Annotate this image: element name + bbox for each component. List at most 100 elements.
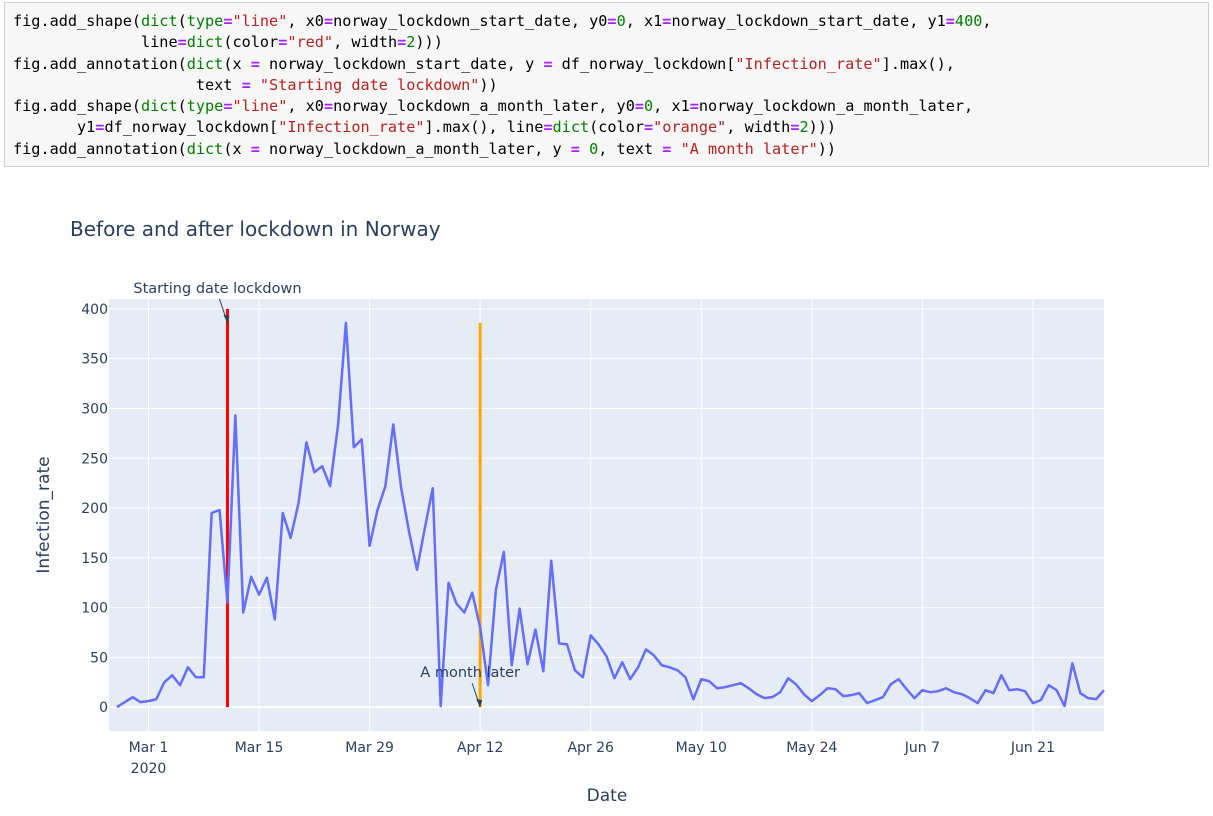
code-token: fig.add_shape(: [13, 97, 142, 116]
code-token: "Infection_rate": [278, 118, 425, 137]
code-token: =: [223, 12, 233, 30]
plotly-chart[interactable]: Before and after lockdown in Norway Star…: [0, 190, 1213, 812]
code-token: =: [177, 33, 187, 52]
code-token: norway_lockdown_a_month_later,: [698, 97, 974, 116]
code-token: , text: [598, 139, 663, 158]
code-token: fig.add_annotation(: [13, 139, 187, 158]
code-token: norway_lockdown_a_month_later, y0: [333, 97, 635, 116]
code-token: 2: [406, 33, 416, 52]
code-token: =: [945, 12, 955, 30]
code-token: , width: [333, 33, 398, 52]
code-token: (: [177, 12, 187, 30]
code-token: [580, 140, 589, 158]
code-token: =: [95, 118, 105, 137]
code-token: =: [689, 97, 699, 116]
code-token: =: [278, 33, 288, 52]
code-token: )): [817, 139, 837, 158]
code-token: line: [13, 33, 178, 52]
code-token: text: [13, 75, 242, 94]
code-token: df_norway_lockdown[: [552, 54, 736, 73]
code-token: dict: [186, 54, 224, 73]
code-token: , x0: [287, 12, 324, 30]
y-tick-label: 250: [81, 451, 108, 467]
code-token: fig.add_annotation(: [13, 54, 187, 73]
code-token: dict: [141, 97, 178, 116]
code-token: =: [250, 139, 260, 158]
code-token: 0: [616, 12, 626, 30]
code-token: fig.add_shape(: [13, 12, 142, 30]
x-tick-label: Jun 7: [904, 740, 940, 756]
code-token: ,: [982, 12, 992, 30]
code-token: type: [186, 97, 224, 116]
annotation-label: Starting date lockdown: [133, 281, 301, 297]
y-tick-label: 350: [81, 352, 108, 368]
code-token: 0: [644, 97, 654, 116]
code-token: =: [543, 54, 553, 73]
code-token: ].max(), line: [424, 118, 544, 137]
code-token: "line": [232, 97, 288, 116]
infection-rate-line: [116, 321, 1105, 709]
code-token: norway_lockdown_a_month_later, y: [259, 139, 571, 158]
y-tick-label: 200: [81, 501, 108, 517]
code-token: 0: [589, 139, 599, 158]
x-tick-label: Mar 1: [129, 740, 169, 756]
code-token: ))): [415, 33, 443, 52]
code-token: y1: [13, 118, 96, 137]
annotation-label: A month later: [420, 665, 520, 681]
code-token: , x1: [653, 97, 690, 116]
code-token: =: [323, 97, 334, 116]
code-token: =: [223, 97, 233, 116]
code-line: line=dict(color="red", width=2))): [13, 33, 443, 51]
code-token: =: [323, 12, 334, 30]
code-token: , x1: [625, 12, 663, 30]
code-line: fig.add_annotation(dict(x = norway_lockd…: [13, 55, 955, 73]
code-token: df_norway_lockdown[: [104, 118, 279, 137]
y-tick-label: 100: [81, 601, 108, 617]
code-line: fig.add_shape(dict(type="line", x0=norwa…: [13, 12, 992, 30]
annotation-layer: Starting date lockdown A month later: [133, 281, 520, 708]
code-token: =: [607, 12, 617, 30]
code-token: norway_lockdown_start_date, y0: [333, 12, 608, 30]
code-token: =: [662, 12, 672, 30]
code-token: =: [397, 33, 407, 52]
y-tick-labels: 0 50 100 150 200 250 300 350 400: [81, 302, 108, 716]
x-tick-label: May 24: [786, 740, 837, 756]
code-token: norway_lockdown_start_date, y: [259, 54, 544, 73]
code-token: , width: [726, 118, 791, 137]
code-token: "Starting date lockdown": [259, 75, 480, 94]
code-token: dict: [186, 139, 224, 158]
code-token: (color: [589, 118, 644, 137]
x-tick-sublabel: 2020: [131, 761, 167, 777]
shape-layer: [225, 308, 482, 708]
code-token: (x: [223, 54, 251, 73]
code-token: (color: [223, 33, 279, 52]
plot-area[interactable]: [109, 299, 1104, 731]
code-token: type: [186, 12, 224, 30]
y-tick-label: 300: [81, 401, 108, 417]
code-token: [671, 140, 680, 158]
code-token: =: [634, 97, 644, 116]
y-tick-label: 0: [99, 700, 108, 716]
x-tick-label: Mar 29: [345, 740, 394, 756]
x-axis-title: Date: [587, 786, 628, 806]
code-token: =: [241, 75, 251, 94]
code-token: =: [543, 118, 553, 137]
code-token: =: [570, 139, 580, 158]
code-token: 2: [799, 118, 809, 137]
code-token: [251, 76, 260, 94]
code-token: =: [662, 139, 672, 158]
code-token: norway_lockdown_start_date, y1: [671, 12, 946, 30]
code-token: "line": [232, 12, 288, 30]
code-token: "orange": [653, 118, 727, 137]
code-token: (x: [223, 139, 251, 158]
code-line: fig.add_annotation(dict(x = norway_lockd…: [13, 140, 836, 158]
code-token: )): [479, 75, 498, 94]
code-cell[interactable]: fig.add_shape(dict(type="line", x0=norwa…: [4, 2, 1209, 167]
annotation-arrowhead: [476, 699, 483, 708]
code-cell-source[interactable]: fig.add_shape(dict(type="line", x0=norwa…: [5, 3, 1208, 160]
code-token: dict: [186, 33, 224, 52]
code-token: =: [250, 54, 260, 73]
code-token: =: [643, 118, 654, 137]
x-tick-label: Apr 12: [457, 740, 503, 756]
code-token: "A month later": [680, 139, 818, 158]
